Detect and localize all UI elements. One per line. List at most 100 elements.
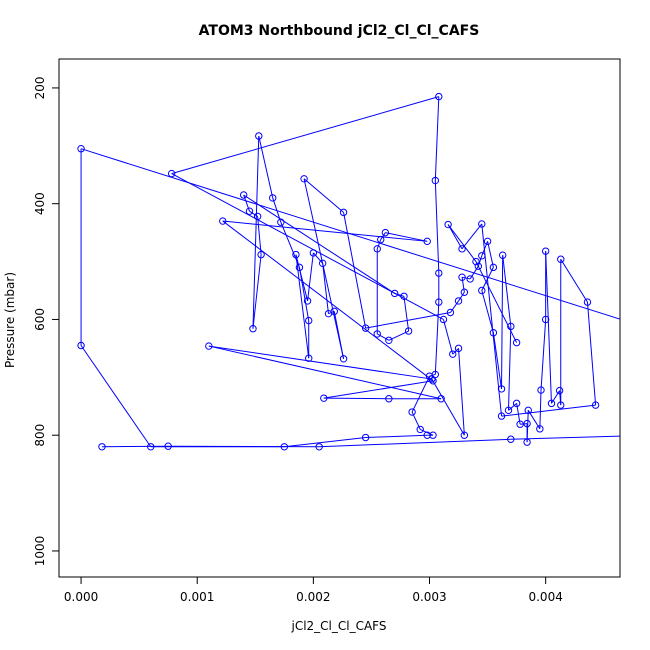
y-axis: 200 400 600 800 1000 <box>33 76 59 566</box>
data-point <box>498 251 507 259</box>
data-point <box>404 327 413 335</box>
data-point <box>523 438 531 446</box>
series-line-segment <box>539 390 542 429</box>
data-point <box>239 191 248 199</box>
series-line-segment <box>252 135 260 329</box>
data-point <box>390 289 399 298</box>
data-point <box>330 307 338 316</box>
data-point <box>423 431 431 439</box>
series-line-segment <box>447 224 463 250</box>
data-point <box>164 442 172 450</box>
series-line-segment <box>312 252 324 264</box>
data-point <box>537 386 545 394</box>
y-tick-label: 600 <box>33 308 47 331</box>
chart-title: ATOM3 Northbound jCl2_Cl_Cl_CAFS <box>199 23 480 39</box>
data-point <box>408 408 416 416</box>
data-point <box>361 433 370 442</box>
series-line-segment <box>295 254 309 302</box>
data-point <box>416 425 424 434</box>
series-line-segment <box>385 232 428 242</box>
x-tick-label: 0.001 <box>180 590 214 604</box>
data-point <box>497 412 506 420</box>
series-line-segment <box>526 410 529 443</box>
data-point <box>305 316 313 325</box>
data-point <box>497 385 506 393</box>
data-point <box>555 386 564 395</box>
data-point <box>98 443 106 451</box>
series-line-segment <box>284 437 366 448</box>
data-point <box>454 297 463 305</box>
series-line-segment <box>303 178 344 213</box>
series-line-segment <box>272 197 282 223</box>
plot-frame <box>58 58 621 578</box>
data-point <box>303 297 312 305</box>
y-axis-label: Pressure (mbar) <box>3 272 17 368</box>
series-line-segment <box>510 435 620 440</box>
data-point <box>205 342 213 350</box>
data-point <box>478 286 486 295</box>
series-line-segment <box>323 397 389 400</box>
data-point <box>255 132 263 140</box>
data-point <box>339 208 348 217</box>
data-point <box>309 249 318 257</box>
data-point <box>292 250 300 259</box>
series-line-segment <box>501 404 596 417</box>
series-line-segment <box>365 434 428 439</box>
y-tick-label: 200 <box>33 76 47 99</box>
data-point <box>435 92 443 101</box>
series-line-segment <box>222 220 428 242</box>
data-point <box>320 394 328 402</box>
y-tick-label: 800 <box>33 424 47 447</box>
data-point <box>385 336 393 344</box>
series-line-segment <box>551 390 561 404</box>
data-point <box>431 176 440 185</box>
series-line-segment <box>376 239 382 250</box>
data-point <box>512 399 521 408</box>
y-tick-label: 400 <box>33 192 47 215</box>
series-line-segment <box>508 402 517 411</box>
series-line-segment <box>208 345 432 380</box>
data-point <box>435 298 443 306</box>
data-point <box>423 237 431 246</box>
data-point <box>483 237 492 246</box>
data-point <box>339 355 348 363</box>
series-line-segment <box>365 312 451 329</box>
data-point <box>295 263 304 272</box>
series-0 <box>77 92 620 451</box>
data-point <box>449 350 457 358</box>
data-point <box>429 431 437 439</box>
series-line-segment <box>431 378 465 436</box>
data-point <box>507 435 515 443</box>
data-point <box>373 330 381 338</box>
series-line-segment <box>322 263 329 314</box>
data-point <box>507 322 515 331</box>
data-point <box>478 252 486 260</box>
data-point <box>381 228 390 237</box>
series-line-segment <box>458 291 465 302</box>
data-point <box>454 344 463 353</box>
data-point <box>512 338 521 347</box>
data-point <box>431 370 440 379</box>
data-point <box>385 395 393 403</box>
series-line-segment <box>258 135 274 199</box>
data-point <box>280 443 289 451</box>
series-line-segment <box>243 194 395 294</box>
data-point <box>458 245 466 253</box>
series-line-segment <box>434 180 440 274</box>
series-line-segment <box>452 348 459 355</box>
series-line-segment <box>461 223 483 250</box>
data-point <box>583 298 592 306</box>
data-point <box>524 406 532 415</box>
data-point <box>591 401 600 409</box>
data-point <box>458 273 466 281</box>
data-point <box>147 443 155 451</box>
series-line-segment <box>461 277 465 293</box>
data-point <box>523 419 531 428</box>
data-point <box>269 194 277 202</box>
series-line-segment <box>434 96 440 181</box>
data-point <box>516 420 524 428</box>
data-point <box>460 288 469 296</box>
data-point <box>77 341 85 350</box>
series-line-segment <box>586 302 597 406</box>
data-point <box>472 257 480 266</box>
